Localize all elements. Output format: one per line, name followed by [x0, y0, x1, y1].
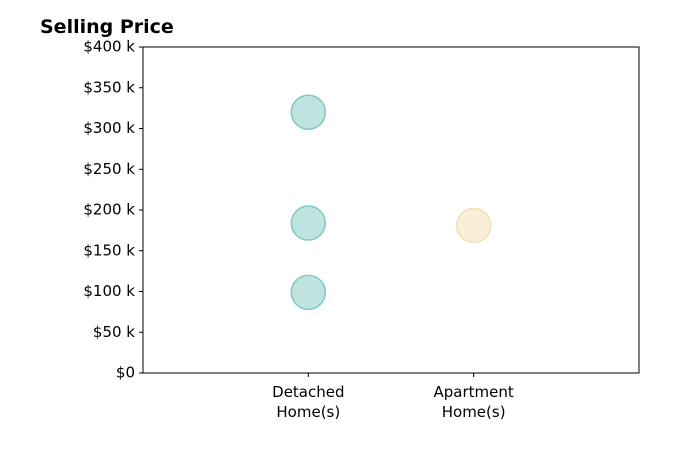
x-tick-label: Apartment Home(s): [433, 383, 514, 421]
point: [290, 205, 327, 241]
x-tick-label: Detached Home(s): [272, 383, 345, 421]
chart-title: Selling Price: [40, 16, 174, 38]
y-tick-label: $250 k: [83, 160, 135, 178]
y-tick-label: $0: [116, 364, 135, 382]
y-tick-label: $100 k: [83, 282, 135, 300]
y-tick-label: $350 k: [83, 78, 135, 96]
point: [455, 207, 492, 244]
y-tick-label: $300 k: [83, 119, 135, 137]
y-tick-label: $50 k: [93, 323, 135, 341]
axes-frame: [142, 46, 640, 374]
y-tick-label: $200 k: [83, 201, 135, 219]
point: [290, 274, 327, 311]
point: [290, 94, 327, 130]
y-tick-label: $150 k: [83, 241, 135, 259]
y-tick-label: $400 k: [83, 38, 135, 56]
